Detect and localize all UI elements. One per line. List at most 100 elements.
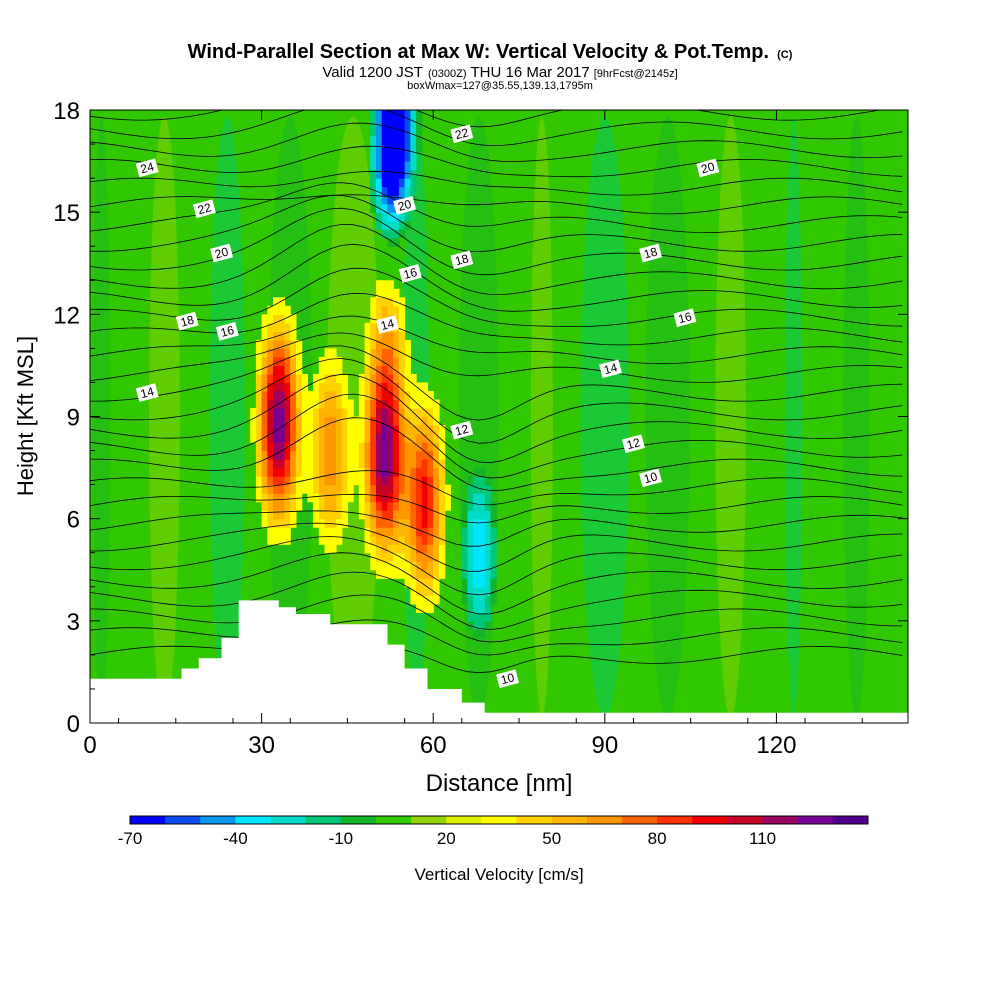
velocity-cell	[398, 110, 406, 120]
velocity-cell	[410, 390, 417, 401]
velocity-cell	[318, 467, 326, 477]
velocity-cell	[404, 552, 411, 562]
velocity-cell	[398, 484, 406, 494]
velocity-cell	[473, 544, 480, 554]
theta-label-box	[215, 322, 239, 341]
velocity-cell	[398, 144, 406, 154]
velocity-cell	[404, 578, 411, 588]
colorbar-swatch	[130, 816, 166, 824]
velocity-cell	[381, 569, 389, 579]
velocity-cell	[273, 382, 280, 392]
velocity-cell	[278, 459, 286, 469]
velocity-cell	[347, 459, 354, 469]
velocity-cell	[421, 595, 429, 605]
velocity-cell	[370, 127, 377, 137]
velocity-cell	[290, 373, 297, 384]
velocity-cell	[335, 527, 343, 537]
velocity-cell	[370, 195, 377, 205]
velocity-cell	[438, 442, 446, 452]
velocity-cell	[387, 169, 394, 179]
velocity-cell	[381, 280, 389, 290]
velocity-cell	[335, 535, 343, 545]
velocity-cell	[273, 433, 280, 443]
velocity-cell	[393, 195, 400, 205]
velocity-cell	[484, 476, 492, 486]
velocity-cell	[478, 467, 486, 477]
velocity-cell	[290, 399, 297, 409]
velocity-cell	[473, 527, 480, 537]
velocity-cell	[335, 442, 343, 452]
velocity-cell	[393, 569, 400, 579]
velocity-cell	[387, 510, 394, 520]
velocity-cell	[393, 237, 400, 247]
theta-contour-line	[90, 393, 903, 479]
velocity-cell	[313, 407, 320, 418]
velocity-cell	[278, 501, 286, 511]
velocity-cell	[255, 390, 263, 401]
velocity-cell	[261, 501, 268, 511]
velocity-cell	[370, 476, 377, 486]
velocity-cell	[318, 501, 326, 511]
velocity-cell	[427, 459, 434, 469]
velocity-cell	[330, 356, 337, 367]
velocity-cell	[410, 161, 417, 171]
velocity-cell	[370, 518, 377, 528]
velocity-cell	[370, 348, 377, 358]
velocity-cell	[295, 450, 303, 460]
velocity-cell	[370, 356, 377, 367]
velocity-cell	[278, 339, 286, 349]
velocity-cell	[427, 450, 434, 460]
velocity-cell	[335, 407, 343, 418]
velocity-cell	[370, 433, 377, 443]
velocity-cell	[484, 586, 492, 596]
velocity-cell	[267, 501, 274, 511]
velocity-cell	[307, 467, 314, 477]
velocity-cell	[358, 493, 366, 503]
velocity-cell	[404, 152, 411, 162]
velocity-cell	[273, 356, 280, 367]
velocity-cell	[364, 322, 371, 332]
velocity-cell	[473, 476, 480, 486]
velocity-cell	[267, 339, 274, 349]
velocity-cell	[273, 331, 280, 341]
theta-contour-line	[90, 522, 903, 572]
velocity-band	[645, 116, 690, 717]
velocity-cell	[273, 493, 280, 503]
theta-label: 24	[135, 158, 159, 178]
velocity-cell	[273, 339, 280, 349]
velocity-cell	[393, 442, 400, 452]
velocity-cell	[490, 518, 497, 528]
velocity-cell	[347, 493, 354, 503]
velocity-cell	[376, 135, 383, 145]
velocity-cell	[353, 425, 360, 435]
velocity-cell	[278, 407, 286, 418]
velocity-cell	[381, 382, 389, 392]
velocity-cell	[393, 501, 400, 511]
velocity-cell	[461, 586, 469, 596]
velocity-cell	[398, 382, 406, 392]
velocity-cell	[484, 612, 492, 622]
theta-label-text: 20	[213, 244, 230, 261]
velocity-cell	[421, 390, 429, 401]
colorbar-swatch	[551, 816, 588, 824]
velocity-cell	[473, 586, 480, 596]
velocity-cell	[370, 110, 377, 120]
velocity-cell	[404, 110, 411, 120]
velocity-cell	[416, 493, 423, 503]
velocity-cell	[278, 493, 286, 503]
velocity-cell	[278, 365, 286, 375]
theta-label-box	[639, 243, 663, 263]
velocity-cell	[370, 373, 377, 384]
velocity-cell	[410, 467, 417, 477]
velocity-cell	[381, 127, 389, 137]
velocity-cell	[335, 459, 343, 469]
velocity-cell	[370, 186, 377, 196]
velocity-cell	[376, 501, 383, 511]
velocity-cell	[341, 433, 349, 443]
plot-field	[90, 110, 908, 723]
velocity-cell	[490, 595, 497, 605]
y-tick-label: 18	[53, 98, 80, 125]
velocity-cell	[404, 339, 411, 349]
velocity-cell	[267, 535, 274, 545]
velocity-cell	[416, 425, 423, 435]
